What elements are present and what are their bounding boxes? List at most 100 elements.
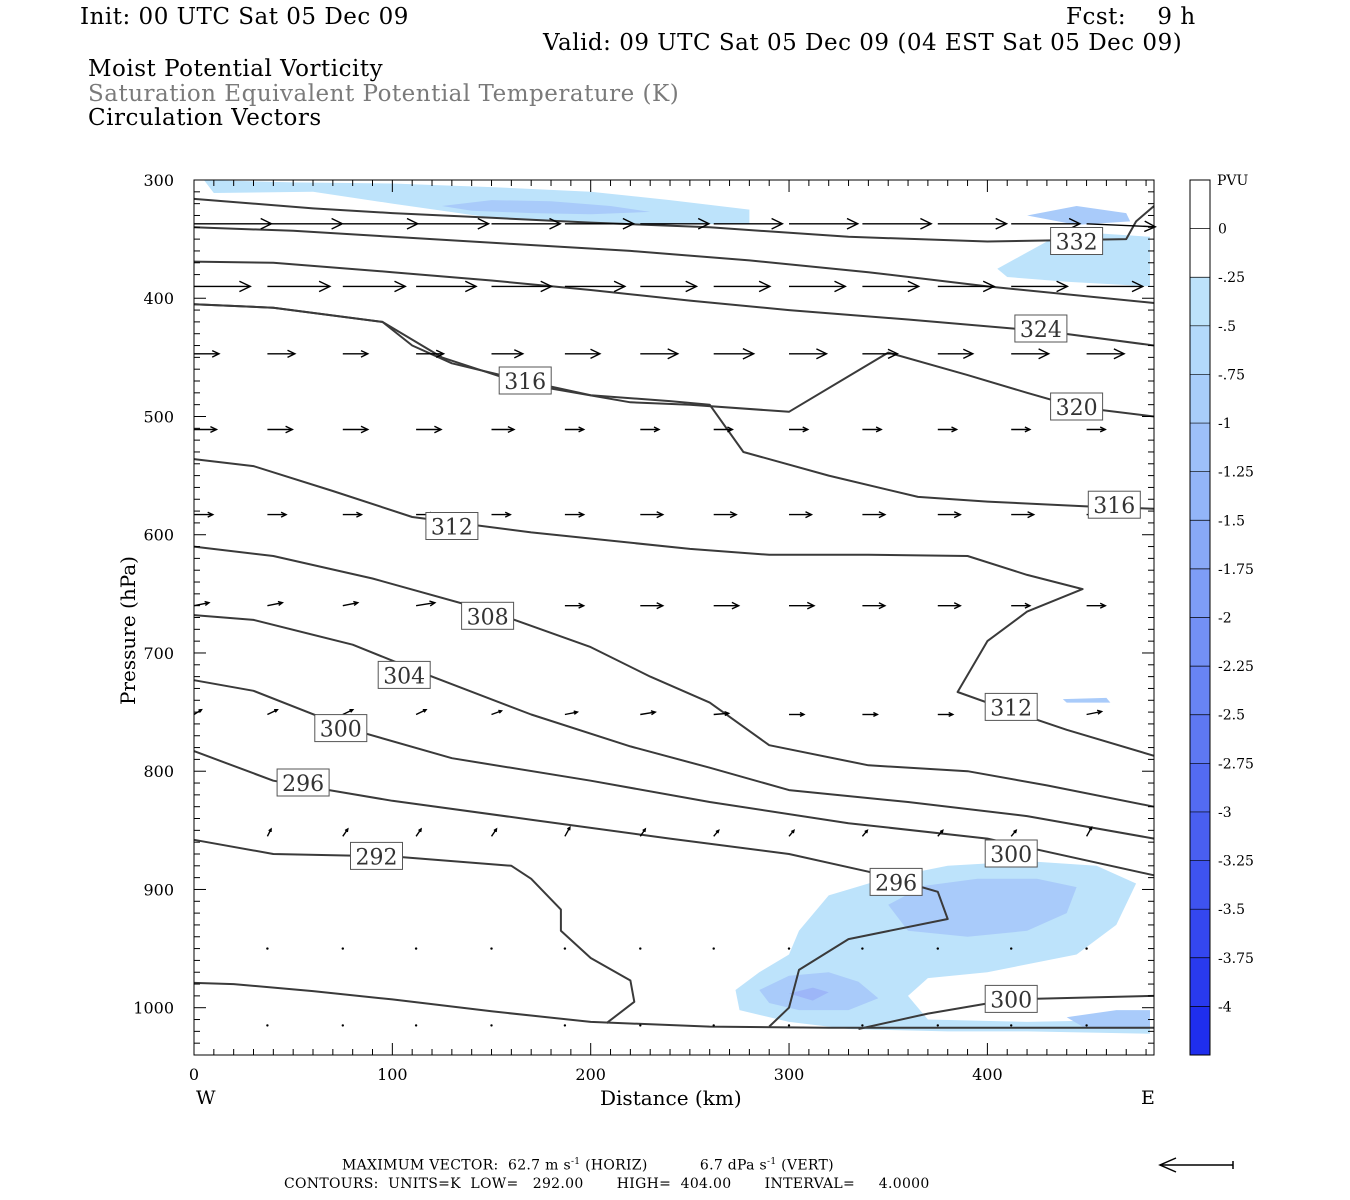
svg-text:316: 316 <box>504 370 546 395</box>
colorbar-swatch <box>1190 763 1210 813</box>
colorbar-label: -3.25 <box>1218 854 1254 870</box>
colorbar-label: 0 <box>1218 222 1227 238</box>
pv-shade-region-7 <box>441 200 651 215</box>
circulation-vector <box>862 348 900 360</box>
circulation-vector <box>862 426 883 433</box>
colorbar-swatch <box>1190 666 1210 716</box>
x-tick-label: 0 <box>189 1065 199 1084</box>
circulation-vector <box>639 947 642 950</box>
circulation-vector <box>862 280 921 293</box>
circulation-vector <box>267 217 345 230</box>
circulation-vector <box>1010 1024 1013 1027</box>
circulation-vector <box>563 947 567 950</box>
pv-shade-region-9 <box>789 987 829 1001</box>
circulation-vector <box>640 280 699 293</box>
circulation-vector <box>1085 1024 1088 1027</box>
circulation-vector <box>342 425 370 434</box>
circulation-vector <box>416 349 446 359</box>
circulation-vector <box>937 280 996 293</box>
circulation-vector <box>713 426 734 433</box>
colorbar-label: -2.75 <box>1218 756 1254 772</box>
colorbar-swatch <box>1190 860 1210 910</box>
circulation-vector <box>564 511 586 518</box>
field-title-mpv: Moist Potential Vorticity <box>88 56 384 82</box>
circulation-vector <box>1010 947 1013 950</box>
circulation-vector <box>862 217 933 230</box>
circulation-vector <box>416 217 491 230</box>
max-vector-line: MAXIMUM VECTOR: 62.7 m s-1 (HORIZ) 6.7 d… <box>342 1157 834 1174</box>
circulation-vector <box>712 1024 715 1027</box>
pv-shade-region-6 <box>1027 206 1131 225</box>
circulation-vector <box>861 947 864 950</box>
circulation-vector <box>713 280 772 293</box>
horiz-unit: (HORIZ) <box>585 1157 648 1174</box>
theta-e-contour-332-0 <box>193 197 1155 243</box>
x-tick-label: 400 <box>972 1065 1003 1084</box>
circulation-vector <box>713 217 785 230</box>
theta-e-contour-300-11 <box>858 994 1155 1030</box>
y-tick-label: 300 <box>143 171 174 190</box>
circulation-vector <box>267 709 279 716</box>
circulation-vector <box>342 349 370 358</box>
y-tick-label: 400 <box>143 289 174 308</box>
circulation-vector <box>267 600 284 607</box>
circulation-vector <box>491 217 562 230</box>
colorbar-label: -1 <box>1218 416 1232 432</box>
circulation-vector <box>342 511 364 518</box>
colorbar-label: -2.25 <box>1218 659 1254 675</box>
svg-text:300: 300 <box>990 843 1032 868</box>
colorbar-label: -2 <box>1218 611 1232 627</box>
colorbar-swatch <box>1190 423 1210 473</box>
circulation-vector <box>862 511 887 519</box>
contour-label-320-3: 320 <box>1050 392 1104 421</box>
circulation-vector <box>267 349 297 359</box>
colorbar-swatch <box>1190 909 1210 959</box>
circulation-vector <box>937 348 975 360</box>
colorbar-swatch <box>1190 228 1210 278</box>
svg-text:304: 304 <box>383 664 425 689</box>
circulation-vector <box>937 426 959 433</box>
svg-text:300: 300 <box>990 988 1032 1013</box>
circulation-vector <box>862 711 879 718</box>
colorbar-swatch <box>1190 617 1210 667</box>
circulation-vector <box>564 217 636 230</box>
vert-exponent: -1 <box>767 1157 777 1167</box>
colorbar-label: -3.75 <box>1218 951 1254 967</box>
circulation-vector <box>713 511 738 519</box>
circulation-vector <box>639 827 647 837</box>
circulation-vector <box>1086 426 1107 433</box>
colorbar-label: -1.75 <box>1218 562 1254 578</box>
axes-layer: 300 400 500 600 700 800 900 1000 0 100 200 300 400 <box>133 171 1154 1084</box>
colorbar-swatch <box>1190 714 1210 764</box>
colorbar-swatch <box>1190 277 1210 327</box>
circulation-vector <box>713 710 731 717</box>
circulation-vector <box>937 217 1009 230</box>
circulation-vector <box>713 347 756 360</box>
circulation-vector <box>414 1024 418 1027</box>
colorbar: 0 -.25 -.5 -.75 -1 -1.25 -1.5 -1.75 -2 -2.25 -2.5 -… <box>1189 179 1254 1056</box>
contour-label-300-8: 300 <box>314 714 368 743</box>
circulation-vector <box>639 1024 642 1027</box>
circulation-vector <box>342 827 349 837</box>
circulation-vector <box>1086 220 1157 233</box>
circulation-vector <box>564 280 627 293</box>
circulation-vector <box>789 217 860 230</box>
y-tick-label: 600 <box>143 526 174 545</box>
vert-max-value: 6.7 dPa s <box>699 1157 768 1174</box>
contour-label-296-9: 296 <box>276 768 330 797</box>
colorbar-swatch <box>1190 957 1210 1007</box>
circulation-vector <box>414 947 418 950</box>
horiz-max-value: 62.7 m s <box>508 1157 571 1174</box>
x-tick-label: 200 <box>575 1065 606 1084</box>
circulation-vector <box>564 710 580 716</box>
circulation-vector <box>640 217 711 230</box>
circulation-vector <box>787 1024 791 1027</box>
colorbar-label: -1.25 <box>1218 465 1254 481</box>
colorbar-swatch <box>1190 180 1210 230</box>
colorbar-swatch <box>1190 1006 1210 1056</box>
colorbar-label: -3 <box>1218 805 1232 821</box>
theta-e-contour-304-7 <box>193 614 1155 840</box>
circulation-vector <box>1085 825 1093 837</box>
svg-text:316: 316 <box>1093 494 1135 519</box>
